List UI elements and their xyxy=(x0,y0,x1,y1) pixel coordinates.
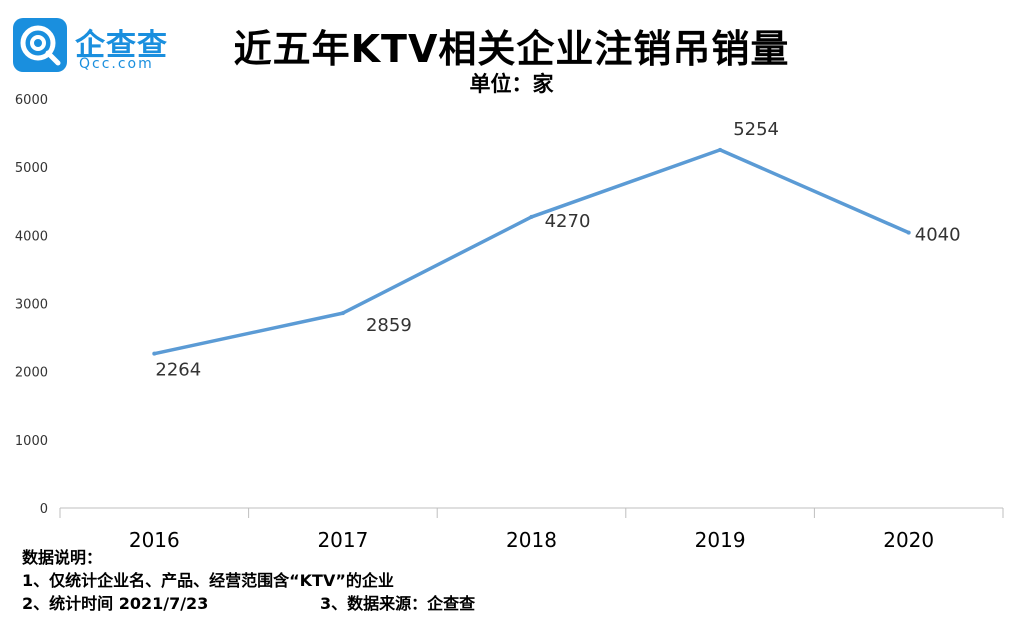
x-category-label: 2018 xyxy=(506,528,557,552)
note-source: 3、数据来源：企查查 xyxy=(320,594,476,613)
chart-subtitle: 单位：家 xyxy=(469,72,554,96)
series-line xyxy=(152,148,911,356)
x-category-label: 2020 xyxy=(883,528,934,552)
y-tick-label: 0 xyxy=(40,502,48,517)
data-label: 2859 xyxy=(366,315,412,336)
data-notes: 数据说明： 1、仅统计企业名、产品、经营范围含“KTV”的企业 2、统计时间 2… xyxy=(22,546,475,615)
y-tick-label: 3000 xyxy=(15,298,48,313)
y-tick-label: 6000 xyxy=(15,93,48,108)
data-label: 5254 xyxy=(733,119,779,140)
y-tick-label: 4000 xyxy=(15,229,48,244)
qcc-logo-icon xyxy=(13,18,67,72)
notes-heading: 数据说明： xyxy=(22,548,103,567)
data-label: 2264 xyxy=(155,360,201,381)
x-category-label: 2016 xyxy=(129,528,180,552)
data-label: 4270 xyxy=(545,211,591,232)
note-date: 2、统计时间 2021/7/23 xyxy=(22,594,209,613)
data-label: 4040 xyxy=(915,225,961,246)
y-tick-label: 2000 xyxy=(15,366,48,381)
brand-logo: 企查查 Qcc.com xyxy=(13,18,193,72)
data-point xyxy=(152,351,157,356)
x-category-label: 2017 xyxy=(317,528,368,552)
data-point xyxy=(340,311,345,316)
x-category-label: 2019 xyxy=(695,528,746,552)
y-tick-label: 5000 xyxy=(15,161,48,176)
data-point xyxy=(906,230,911,235)
y-tick-label: 1000 xyxy=(15,434,48,449)
data-point xyxy=(718,147,723,152)
note-scope: 1、仅统计企业名、产品、经营范围含“KTV”的企业 xyxy=(22,571,394,590)
brand-name-en: Qcc.com xyxy=(79,56,154,72)
chart-title: 近五年KTV相关企业注销吊销量 xyxy=(233,27,790,71)
brand-name-cn: 企查查 xyxy=(75,28,168,63)
data-point xyxy=(529,214,534,219)
